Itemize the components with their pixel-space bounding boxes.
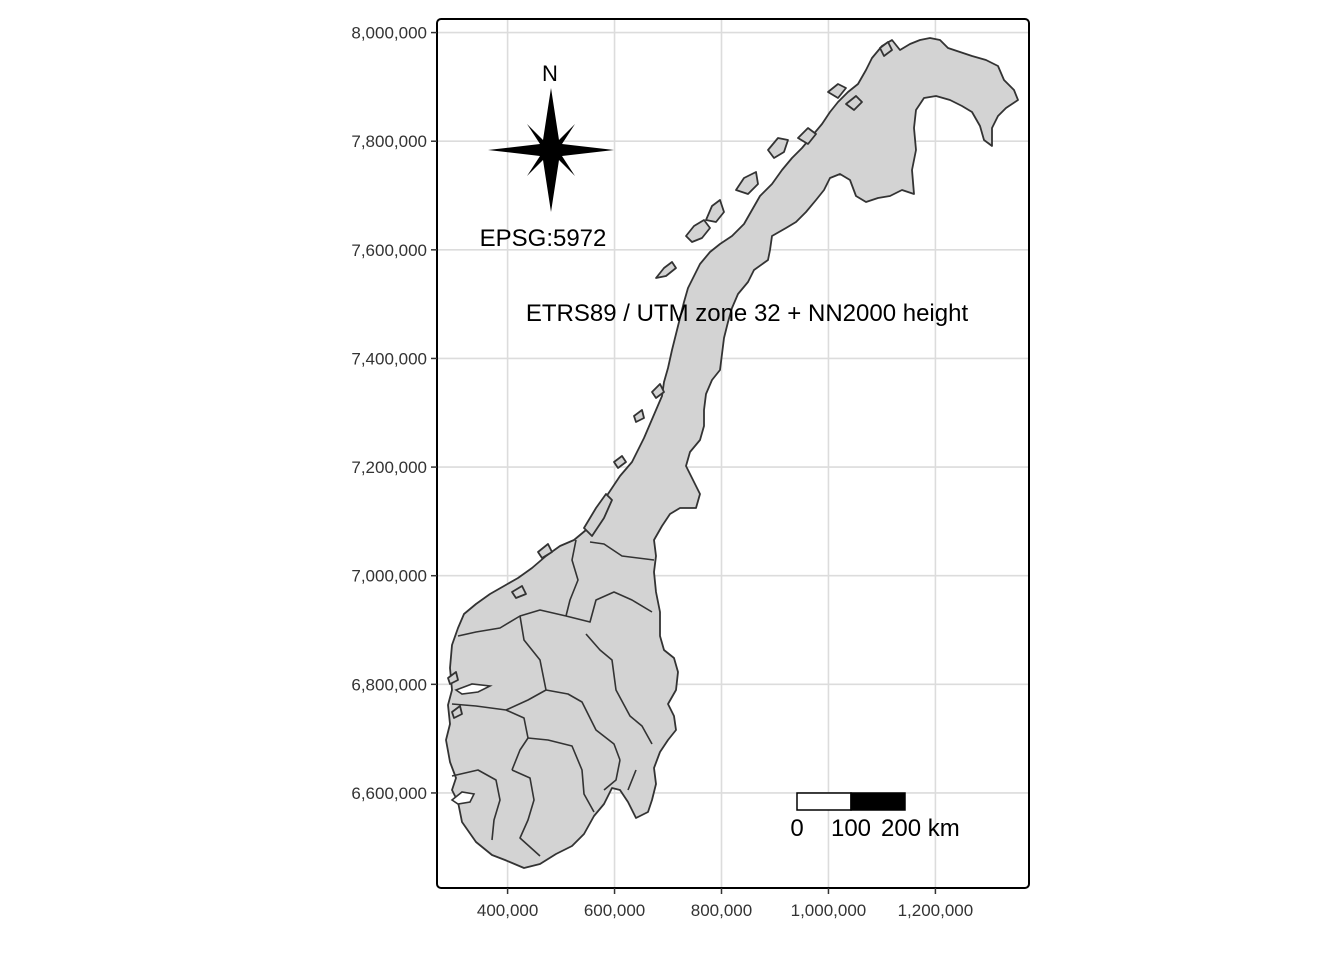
scale-bar-black-segment <box>850 792 906 811</box>
plot-frame <box>436 18 1030 889</box>
fjord <box>450 791 476 805</box>
island <box>447 671 459 685</box>
island <box>451 705 463 719</box>
island <box>735 171 759 195</box>
compass-star-icon <box>488 88 614 212</box>
scale-bar-label-0: 0 <box>790 815 803 842</box>
y-tick-label: 6,800,000 <box>351 675 427 694</box>
x-tick-label: 800,000 <box>691 901 752 920</box>
y-tick-label: 8,000,000 <box>351 24 427 43</box>
x-tick-label: 1,000,000 <box>791 901 867 920</box>
island <box>685 219 711 243</box>
island <box>583 493 613 537</box>
island <box>767 137 789 159</box>
x-tick-label: 1,200,000 <box>898 901 974 920</box>
y-tick-label: 7,600,000 <box>351 241 427 260</box>
north-arrow-label: N <box>542 61 558 86</box>
y-axis: 6,600,000 6,800,000 7,000,000 7,200,000 7,40… <box>351 24 437 803</box>
scale-bar-label-100: 100 <box>831 815 871 842</box>
island <box>511 585 527 599</box>
crs-name-label: ETRS89 / UTM zone 32 + NN2000 height <box>526 300 969 327</box>
island <box>827 83 847 99</box>
island <box>845 95 863 111</box>
island <box>879 41 893 57</box>
island <box>633 409 645 423</box>
y-tick-label: 6,600,000 <box>351 784 427 803</box>
x-tick-label: 600,000 <box>584 901 645 920</box>
island <box>613 455 627 469</box>
island <box>537 543 553 559</box>
north-arrow: N <box>488 61 614 212</box>
scale-bar: 0 100 200 km <box>790 792 960 842</box>
y-tick-label: 7,000,000 <box>351 567 427 586</box>
x-axis: 400,000 600,000 800,000 1,000,000 1,200,000 <box>477 888 973 920</box>
island <box>651 383 665 399</box>
scale-bar-white-segment <box>796 792 852 811</box>
island <box>705 199 725 223</box>
norway-mainland <box>445 37 1019 869</box>
crs-code-label: EPSG:5972 <box>480 225 607 252</box>
y-tick-label: 7,400,000 <box>351 349 427 368</box>
norway-landmass <box>445 37 1019 869</box>
y-tick-label: 7,200,000 <box>351 458 427 477</box>
island <box>797 127 817 145</box>
x-tick-label: 400,000 <box>477 901 538 920</box>
scale-bar-label-200: 200 km <box>881 815 960 842</box>
county-borders <box>451 539 655 857</box>
island <box>655 261 677 279</box>
y-tick-label: 7,800,000 <box>351 132 427 151</box>
fjord <box>454 683 493 695</box>
